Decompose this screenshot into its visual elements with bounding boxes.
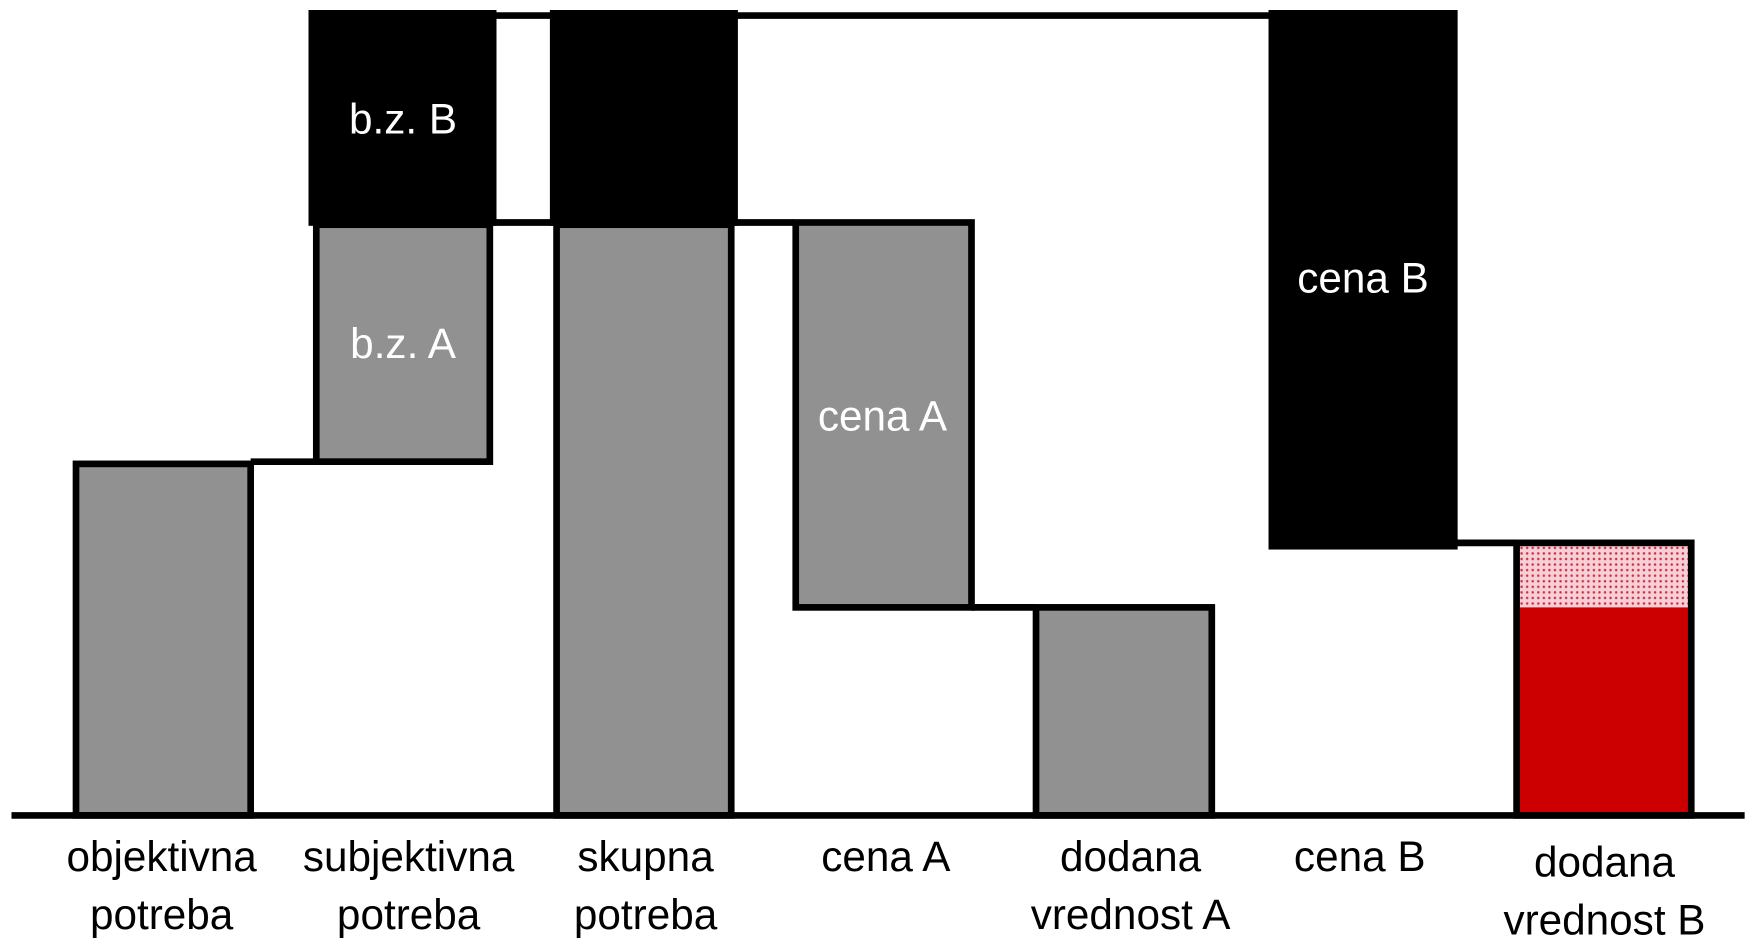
- label: b.z. A: [350, 320, 457, 367]
- shapes: [11, 10, 1745, 819]
- column-label: cena A: [821, 833, 951, 880]
- column-label: skupna: [577, 833, 714, 880]
- bar-skupna-top: [549, 10, 738, 226]
- column-label: potreba: [90, 891, 234, 938]
- column-label: subjektivna: [303, 833, 515, 880]
- bar-dodanaB: [1516, 607, 1692, 816]
- label: cena B: [1297, 255, 1429, 302]
- column-label: potreba: [337, 891, 481, 938]
- bar-dodanaA: [1032, 604, 1216, 819]
- column-label: potreba: [574, 891, 718, 938]
- column-label: objektivna: [66, 833, 257, 880]
- column-label: vrednost B: [1503, 896, 1705, 940]
- column-labels: objektivna potreba subjektivna potreba skupn…: [66, 833, 1705, 940]
- bar-skupna: [553, 221, 735, 819]
- bar-cenaA: [792, 219, 975, 611]
- column-label: vrednost A: [1031, 891, 1232, 938]
- label: b.z. B: [349, 96, 457, 143]
- column-label: dodana: [1060, 833, 1202, 880]
- bar-objektivna: [72, 460, 254, 819]
- bar-dodanaB-top: [1516, 542, 1692, 608]
- label: cena A: [818, 393, 948, 440]
- column-label: dodana: [1534, 839, 1676, 886]
- bar-cenaB: [1268, 10, 1458, 550]
- column-label: cena B: [1294, 833, 1426, 880]
- bar-bzA: [312, 221, 494, 465]
